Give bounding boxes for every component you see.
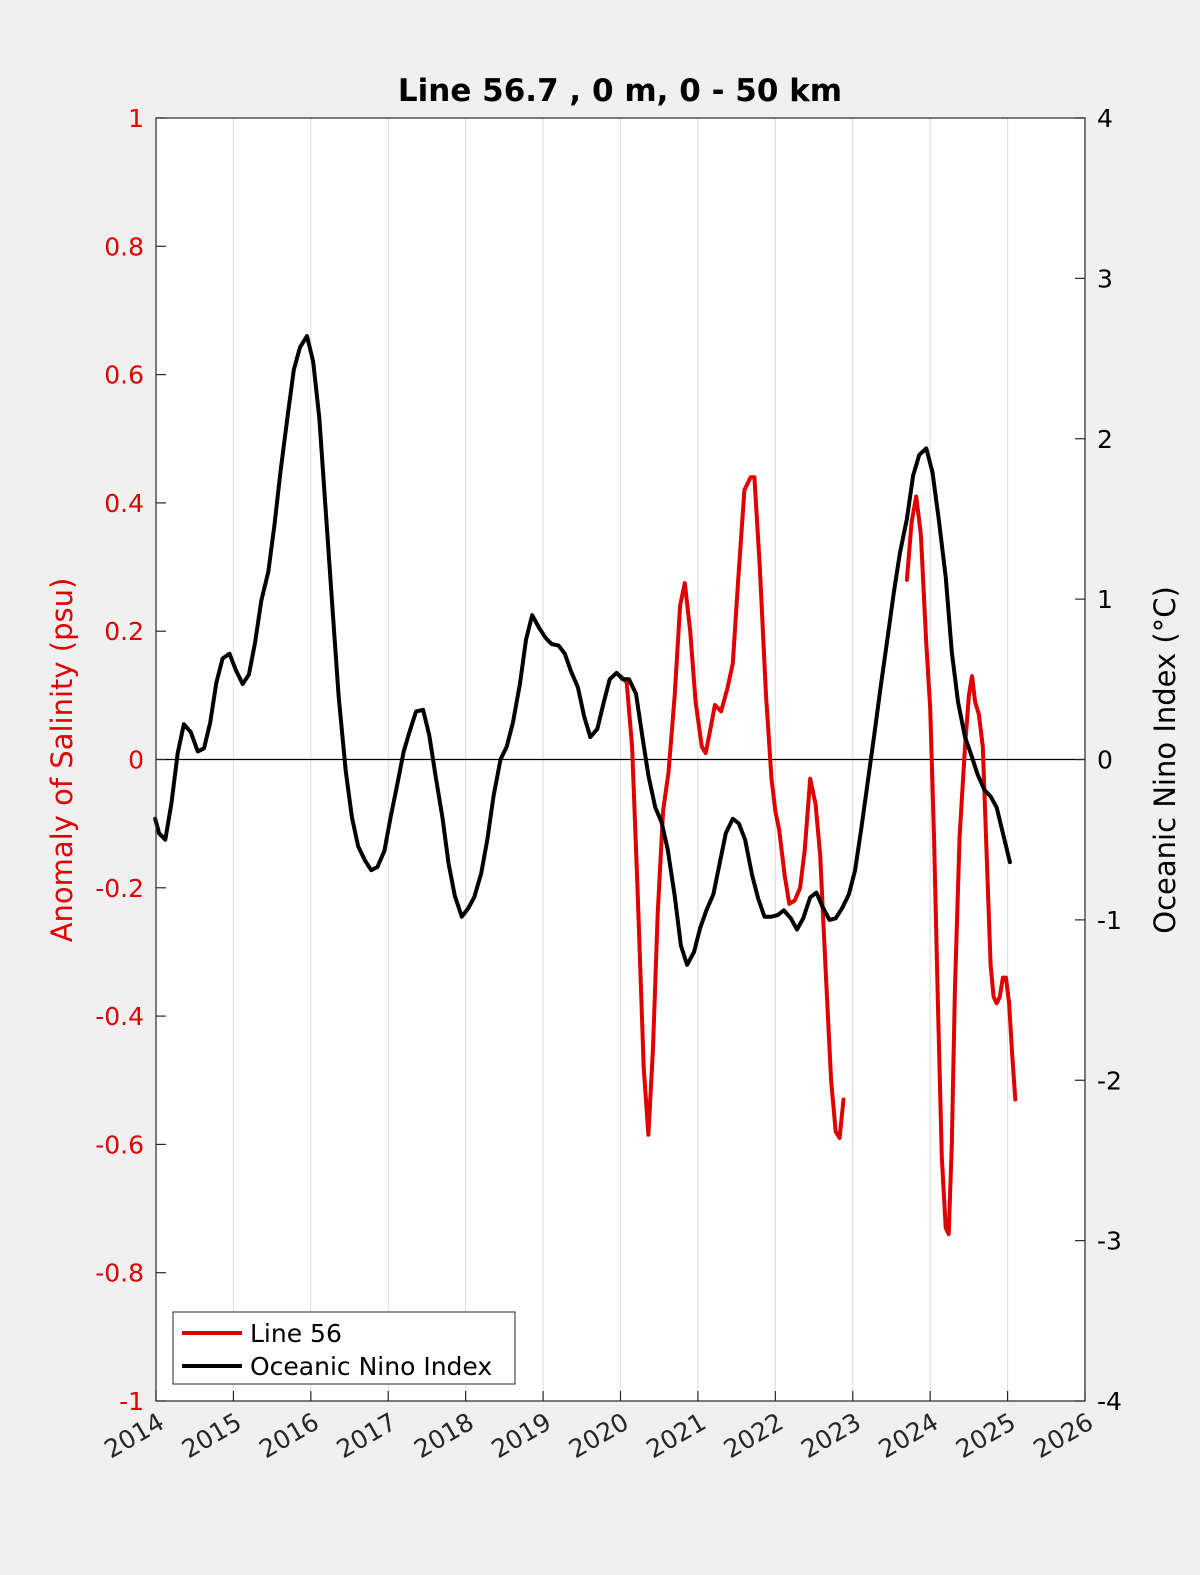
series-line-oceanic-nino-index: [153, 334, 1012, 967]
legend-label-line-56: Line 56: [250, 1319, 342, 1348]
right-tick-label: 4: [1097, 104, 1113, 133]
right-axis: -4 -3 -2 -1 0 1 2 3 4: [1075, 104, 1122, 1416]
x-tick-label: 2026: [1028, 1407, 1098, 1464]
x-tick-label: 2022: [719, 1407, 789, 1464]
left-tick-label: 1: [128, 104, 144, 133]
right-tick-label: -3: [1097, 1227, 1122, 1256]
right-axis-label: Oceanic Nino Index (°C): [1148, 586, 1182, 934]
series-layer: [153, 334, 1018, 1237]
left-axis-label: Anomaly of Salinity (psu): [45, 578, 79, 943]
left-tick-label: -0.4: [95, 1002, 144, 1031]
series-line-line-56: [618, 475, 846, 1140]
left-tick-label: 0: [128, 746, 144, 775]
x-tick-label: 2017: [332, 1407, 402, 1464]
series-line-line-56: [904, 494, 1018, 1237]
x-tick-label: 2020: [564, 1407, 634, 1464]
right-tick-label: -1: [1097, 906, 1122, 935]
left-tick-label: -0.8: [95, 1259, 144, 1288]
legend: Line 56 Oceanic Nino Index: [172, 1311, 516, 1385]
left-axis: -1 -0.8 -0.6 -0.4 -0.2 0 0.2 0.4 0.6 0.8 1: [95, 104, 166, 1416]
right-tick-label: -2: [1097, 1066, 1122, 1095]
right-tick-label: 2: [1097, 425, 1113, 454]
x-tick-label: 2023: [796, 1407, 866, 1464]
right-tick-label: 0: [1097, 746, 1113, 775]
x-axis: 2014 2015 2016 2017 2018 2019 2020 2021 2022 2023…: [99, 1391, 1098, 1464]
left-tick-label: 0.4: [104, 489, 144, 518]
left-tick-label: 0.6: [104, 361, 144, 390]
right-tick-label: 3: [1097, 264, 1113, 293]
x-tick-label: 2018: [409, 1407, 479, 1464]
left-tick-label: 0.8: [104, 232, 144, 261]
x-tick-label: 2015: [177, 1407, 247, 1464]
right-tick-label: -4: [1097, 1387, 1122, 1416]
left-tick-label: -0.2: [95, 874, 144, 903]
x-tick-label: 2016: [254, 1407, 324, 1464]
left-tick-label: 0.2: [104, 617, 144, 646]
x-tick-label: 2021: [641, 1407, 711, 1464]
legend-box: [172, 1311, 516, 1385]
left-tick-label: -0.6: [95, 1130, 144, 1159]
legend-label-oni: Oceanic Nino Index: [250, 1352, 492, 1381]
chart-title: Line 56.7 , 0 m, 0 - 50 km: [398, 73, 842, 109]
x-tick-label: 2024: [874, 1407, 944, 1464]
right-tick-label: 1: [1097, 585, 1113, 614]
left-tick-label: -1: [119, 1387, 144, 1416]
x-tick-label: 2025: [951, 1407, 1021, 1464]
x-tick-label: 2019: [486, 1407, 556, 1464]
